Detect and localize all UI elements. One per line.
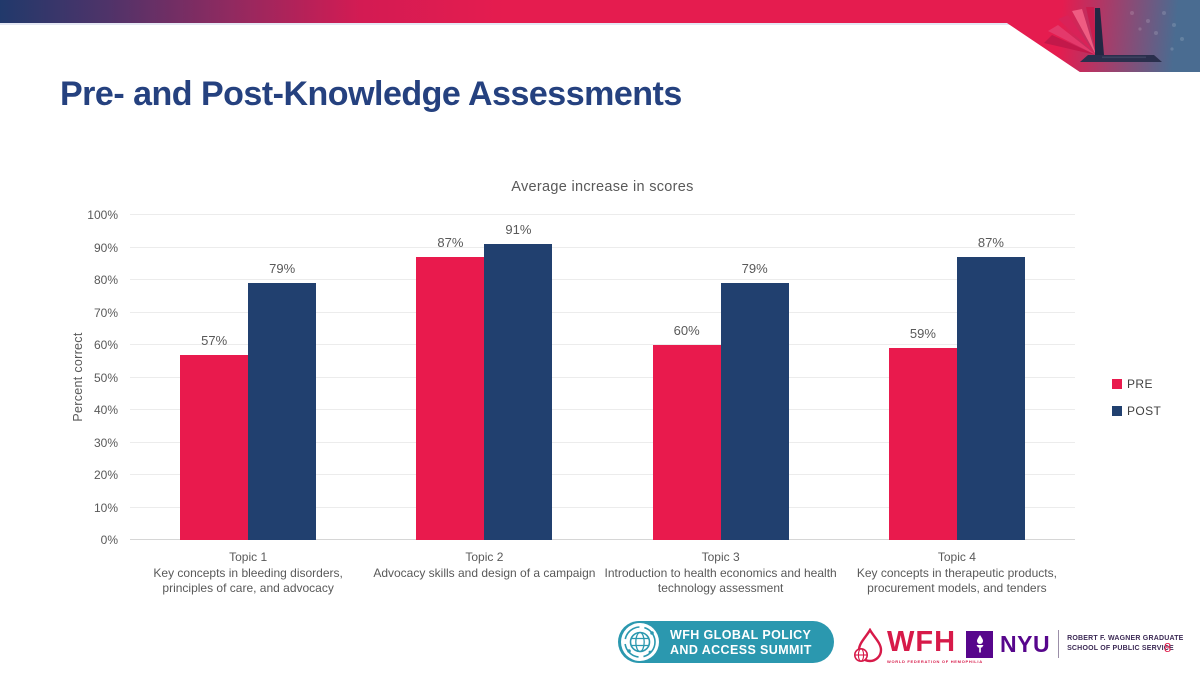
gridline-60 [130,344,1075,345]
y-tick-60: 60% [93,338,118,352]
bar-value-pre-topic-3: 60% [673,323,700,338]
legend-item-pre: PRE [1112,377,1161,391]
nyu-logo: NYU ROBERT F. WAGNER GRADUATE SCHOOL OF … [966,630,1184,658]
banner-gradient-band [0,0,1200,23]
nyu-school-line2: SCHOOL OF PUBLIC SERVICE [1067,645,1174,652]
nyu-school-line1: ROBERT F. WAGNER GRADUATE [1067,634,1184,642]
legend-label-post: POST [1127,404,1162,418]
gridline-100 [130,214,1075,215]
chart-legend: PRE POST [1112,377,1161,418]
book-laptop-art-icon [1044,7,1184,62]
bar-pre-topic-3 [652,345,721,540]
nyu-logo-divider [1058,630,1060,658]
y-tick-10: 10% [93,500,118,515]
bar-post-topic-2 [484,244,553,540]
wfh-logo: WFH WORLD FEDERATION OF HEMOPHILIA [853,628,983,664]
summit-logo-line1: WFH GLOBAL POLICY [670,628,812,642]
page-number: 8 [1164,640,1172,655]
y-tick-100: 100% [87,208,118,222]
droplet-globe-icon [854,628,883,663]
gridline-30 [130,441,1075,443]
nyu-logo-text: NYU [1000,630,1051,657]
x-label-topic-1: Topic 1 Key concepts in bleeding disorder… [153,550,343,596]
y-tick-90: 90% [93,240,118,255]
bar-value-pre-topic-2: 87% [437,235,464,251]
gridline-70 [130,311,1075,313]
gridline-0 [130,539,1075,540]
summit-logo-line2: AND ACCESS SUMMIT [670,643,812,657]
y-tick-0: 0% [100,533,118,547]
gridline-10 [130,506,1075,508]
bar-pre-topic-2 [416,257,485,540]
legend-swatch-post [1112,406,1122,416]
globe-icon [621,623,659,661]
nyu-torch-icon [966,630,993,658]
bar-post-topic-4 [956,257,1025,540]
gridline-40 [130,409,1075,410]
y-tick-40: 40% [93,403,118,417]
gridline-20 [130,474,1075,475]
y-tick-80: 80% [93,273,118,287]
page-title: Pre- and Post-Knowledge Assessments [60,74,682,113]
bar-post-topic-3 [720,283,789,540]
bar-value-post-topic-4: 87% [977,235,1004,251]
y-tick-20: 20% [93,468,118,482]
wfh-summit-logo: WFH GLOBAL POLICY AND ACCESS SUMMIT [618,621,834,663]
legend-label-pre: PRE [1127,377,1153,391]
plot-area: PRE POST 0% 10% 20% 30% 40% 50% 60% 70% 80% 90% 100… [87,209,1161,595]
chart-title: Average increase in scores [511,179,694,195]
gridline-50 [130,376,1075,378]
y-tick-30: 30% [93,435,118,450]
wfh-logo-text: WFH [887,626,957,658]
x-label-topic-2: Topic 2 Advocacy skills and design of a c… [373,550,596,580]
wfh-logo-tagline: WORLD FEDERATION OF HEMOPHILIA [887,659,983,664]
banner-underline [0,23,1200,25]
legend-swatch-pre [1112,379,1122,389]
bar-post-topic-1 [248,283,317,540]
bar-value-post-topic-3: 79% [741,261,768,277]
y-tick-70: 70% [93,305,118,320]
x-label-topic-3: Topic 3 Introduction to health economics … [604,550,837,596]
bar-value-post-topic-2: 91% [505,222,532,238]
x-label-topic-4: Topic 4 Key concepts in therapeutic produ… [856,550,1057,596]
bar-value-pre-topic-4: 59% [909,326,936,342]
bar-pre-topic-4 [888,348,957,540]
bar-value-post-topic-1: 79% [269,261,296,277]
legend-item-post: POST [1112,404,1161,418]
y-tick-50: 50% [93,370,118,385]
bar-value-pre-topic-1: 57% [201,332,228,348]
bar-pre-topic-1 [180,354,249,540]
gridline-90 [130,246,1075,248]
banner-corner-shape [930,0,1200,72]
gridline-80 [130,279,1075,280]
